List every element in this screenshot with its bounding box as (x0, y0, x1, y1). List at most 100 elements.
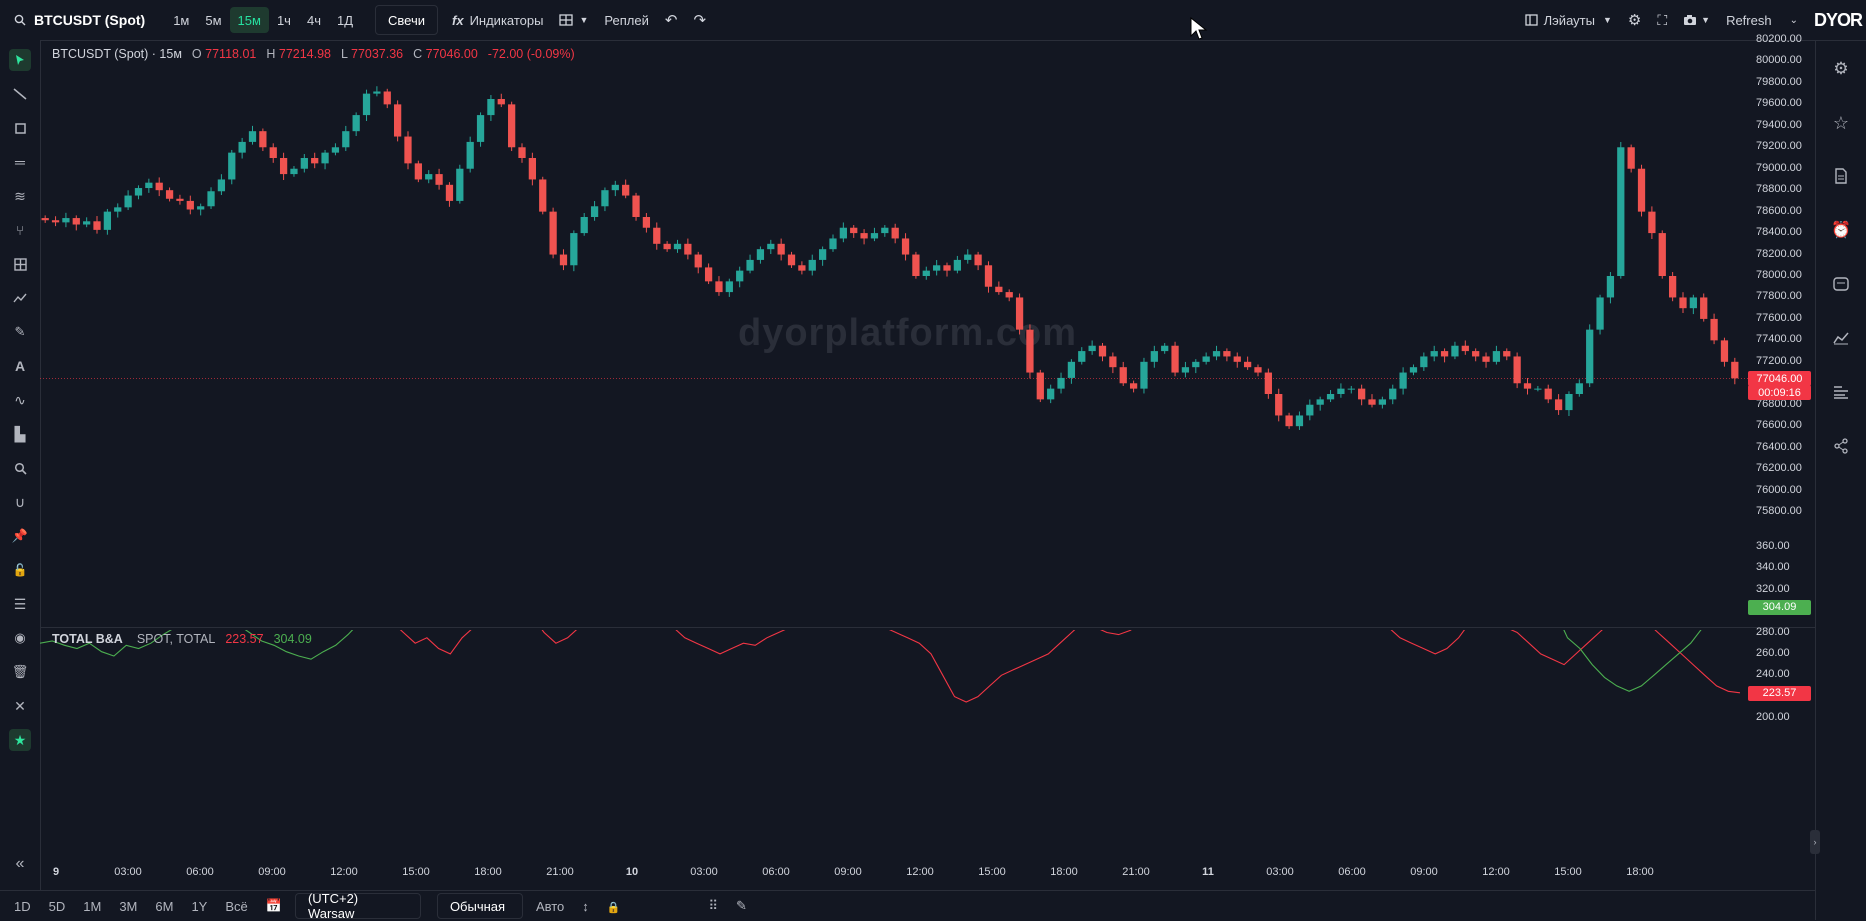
time-tick-label: 06:00 (762, 866, 790, 878)
candle-body (1181, 367, 1190, 373)
fullscreen-button[interactable]: ⛶ (1649, 0, 1675, 40)
trendline-tool[interactable] (9, 83, 31, 105)
indicator-chart[interactable] (40, 630, 1816, 850)
forecast-tool[interactable]: ∿ (9, 389, 31, 411)
lock-tool[interactable]: 🔓 (9, 559, 31, 581)
pitchfork-tool[interactable]: ⑂ (9, 219, 31, 241)
pane-separator[interactable] (40, 627, 1816, 628)
goto-date-button[interactable]: 📅 (257, 898, 291, 914)
candle (134, 185, 143, 200)
layouts-button[interactable]: Лэйауты ▼ (1517, 0, 1620, 40)
text-icon: A (14, 358, 26, 374)
candle (1627, 144, 1635, 173)
candle (1554, 394, 1563, 415)
range-5d[interactable]: 5D (48, 898, 66, 914)
timeframe-5m[interactable]: 5м (205, 12, 222, 28)
refresh-button[interactable]: Refresh ⌄ (1718, 0, 1806, 40)
magnet-tool[interactable]: ∪ (9, 491, 31, 513)
indicators-button[interactable]: fx Индикаторы (444, 0, 551, 40)
parallel-channel-tool[interactable]: ═ (9, 151, 31, 173)
range-1y[interactable]: 1Y (191, 898, 208, 914)
templates-button[interactable]: ▼ (551, 0, 596, 40)
candle (1119, 361, 1127, 386)
delete-tool[interactable]: 🗑 (9, 661, 31, 683)
text-tool[interactable]: A (9, 355, 31, 377)
candle-body (1254, 367, 1262, 373)
indicator-tick-label: 240.00 (1756, 668, 1790, 681)
share-button[interactable] (1829, 434, 1853, 458)
indicator-value-red: 223.57 (225, 632, 264, 646)
range-all[interactable]: Всё (225, 898, 248, 914)
drawing-toggle-button[interactable]: ✎ (727, 898, 756, 914)
candle-body (155, 182, 163, 191)
candle-body (83, 221, 91, 225)
shape-tool[interactable] (9, 117, 31, 139)
candle-body (1088, 345, 1096, 352)
candle-body (114, 207, 122, 212)
time-tick-label: 18:00 (1626, 866, 1654, 878)
snapshot-button[interactable]: ▼ (1675, 0, 1718, 40)
timezone-select[interactable]: (UTC+2) Warsaw (294, 891, 421, 921)
timeframe-1m[interactable]: 1м (173, 12, 190, 28)
layers-tool[interactable]: ≋ (9, 185, 31, 207)
range-3m[interactable]: 3M (119, 898, 138, 914)
timeframe-1d[interactable]: 1Д (336, 12, 354, 28)
time-axis[interactable]: 9 03:00 06:00 09:00 12:00 15:00 18:00 21:00 10 03… (40, 862, 1816, 884)
lock-scale-button[interactable]: 🔒 (598, 899, 630, 914)
candle (559, 249, 568, 271)
candle-body (321, 152, 329, 164)
candle-body (1637, 168, 1646, 212)
cursor-tool[interactable] (9, 49, 31, 71)
pattern-tool[interactable] (9, 287, 31, 309)
zoom-tool[interactable] (9, 457, 31, 479)
candle-body (943, 265, 951, 271)
symbol-search[interactable]: BTCUSDT (Spot) (0, 0, 153, 40)
replay-button[interactable]: Реплей (604, 12, 649, 28)
watchlist-button[interactable]: ☆ (1829, 111, 1853, 135)
order-book-button[interactable] (1829, 380, 1853, 404)
price-tick-label: 76000.00 (1756, 483, 1802, 496)
time-tick-label: 21:00 (546, 866, 574, 878)
notes-button[interactable] (1829, 164, 1853, 188)
favorites-tool[interactable]: ★ (9, 729, 31, 751)
chart-type-button[interactable]: Свечи (375, 5, 439, 35)
drag-handle[interactable]: ⠿ (699, 898, 727, 914)
range-1m[interactable]: 1M (83, 898, 102, 914)
object-tree-tool[interactable]: ☰ (9, 593, 31, 615)
candle (704, 263, 713, 285)
candle-body (870, 233, 879, 239)
scroll-handle[interactable]: › (1810, 830, 1820, 854)
candle (912, 251, 920, 279)
sidebar-settings-button[interactable]: ⚙ (1829, 57, 1853, 81)
timeframe-4h[interactable]: 4ч (306, 12, 321, 28)
indicators-panel-button[interactable] (1829, 326, 1853, 350)
chevron-down-icon: ▼ (1602, 15, 1612, 25)
timeframe-1h[interactable]: 1ч (276, 12, 291, 28)
undo-button[interactable]: ↶ (657, 0, 686, 40)
candle (1129, 380, 1138, 393)
resize-axis-button[interactable]: ↕ (573, 899, 598, 914)
remove-tool[interactable]: ✕ (9, 695, 31, 717)
redo-button[interactable]: ↷ (685, 0, 714, 40)
stay-drawing-tool[interactable]: 📌 (9, 525, 31, 547)
news-button[interactable] (1829, 272, 1853, 296)
alerts-button[interactable]: ⏰ (1829, 218, 1853, 242)
hide-tool[interactable]: ◉ (9, 627, 31, 649)
candle (570, 230, 578, 272)
candle (1679, 292, 1687, 314)
range-1d[interactable]: 1D (14, 898, 31, 914)
brush-tool[interactable]: ✎ (9, 321, 31, 343)
candle-body (176, 198, 184, 201)
candle-body (1057, 377, 1065, 389)
price-chart[interactable] (40, 40, 1816, 627)
settings-button[interactable]: ⚙ (1620, 0, 1649, 40)
gann-tool[interactable] (9, 253, 31, 275)
candle-body (1482, 356, 1490, 362)
collapse-toolbar-button[interactable]: « (9, 853, 31, 875)
scale-mode-select[interactable]: Обычная (436, 893, 523, 919)
measure-tool[interactable]: ▙ (9, 423, 31, 445)
timeframe-15m[interactable]: 15м (229, 7, 269, 33)
range-6m[interactable]: 6M (155, 898, 174, 914)
auto-scale-button[interactable]: Авто (535, 898, 565, 914)
price-tick-label: 79400.00 (1756, 118, 1802, 131)
